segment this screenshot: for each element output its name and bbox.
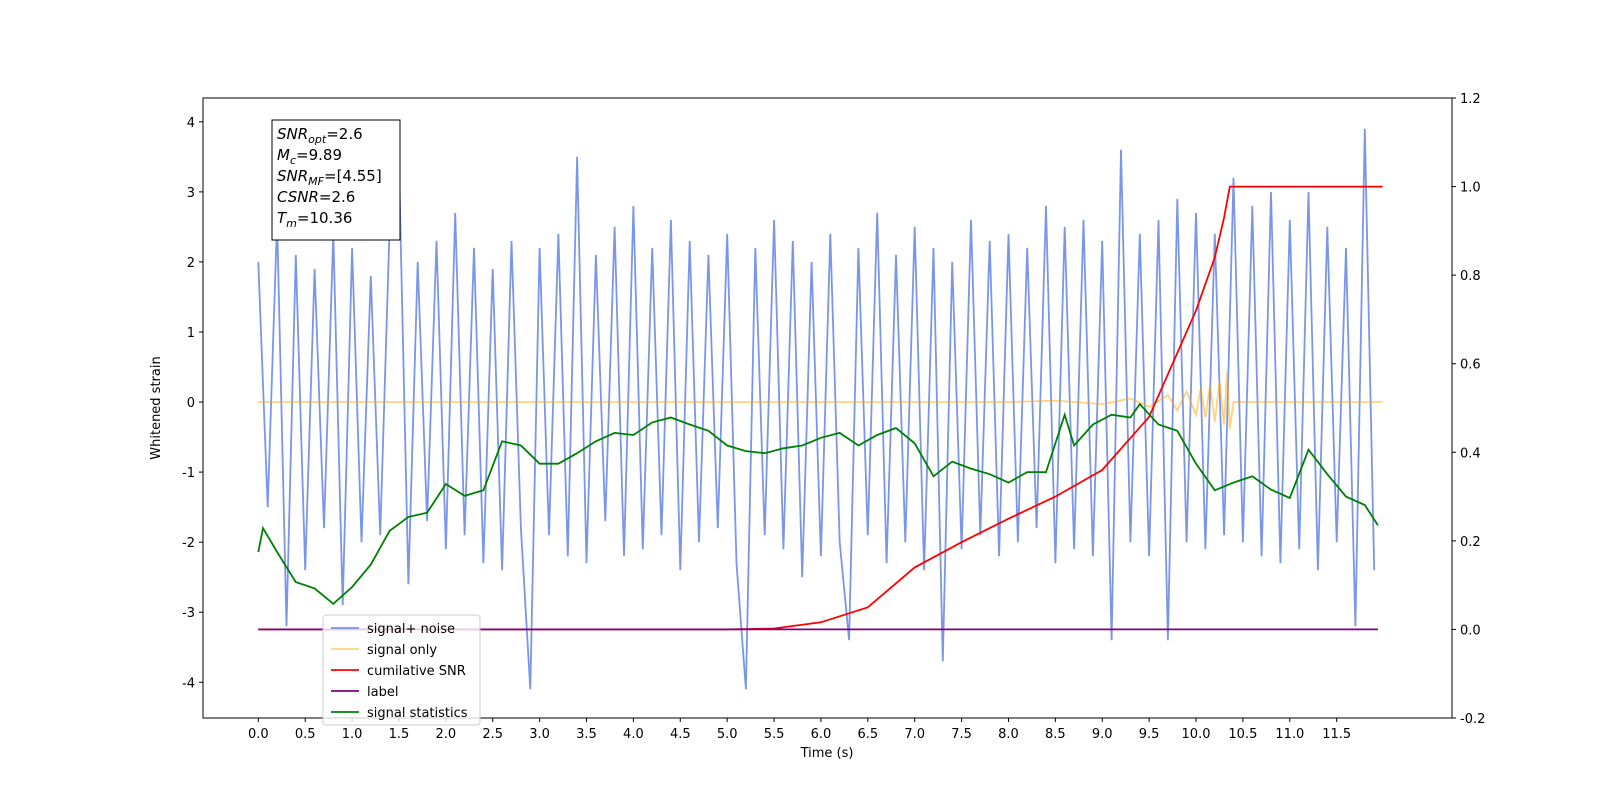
legend-label: signal statistics — [367, 706, 468, 721]
legend-box — [322, 614, 481, 726]
y2-tick-label: -0.2 — [1460, 712, 1485, 727]
annotation-line: SNRopt=2.6 — [277, 125, 363, 146]
x-tick-label: 6.5 — [857, 727, 878, 742]
series-line — [258, 185, 1383, 631]
annotation-line: Mc=9.89 — [277, 146, 342, 167]
annotation-symbol: CSNR — [277, 188, 319, 206]
annotation-subscript: opt — [308, 133, 327, 146]
y2-tick-label: 0.0 — [1460, 623, 1481, 638]
y2-tick-label: 1.2 — [1460, 92, 1481, 107]
x-tick-label: 3.0 — [529, 727, 550, 742]
x-axis-label: Time (s) — [800, 746, 854, 761]
legend-label: label — [367, 685, 398, 700]
annotation-subscript: c — [290, 154, 296, 167]
x-tick-label: 1.0 — [342, 727, 363, 742]
y2-tick-label: 0.4 — [1460, 446, 1481, 461]
axes-frame — [202, 97, 1453, 719]
x-tick-label: 10.5 — [1228, 727, 1257, 742]
annotation-box — [271, 119, 401, 241]
x-tick-label: 6.0 — [811, 727, 832, 742]
y-tick-label: 1 — [187, 326, 195, 341]
y-tick-label: 2 — [187, 256, 195, 271]
series-line — [257, 128, 1376, 690]
annotation-value: =[4.55] — [324, 167, 382, 185]
y-tick-label: -2 — [182, 536, 195, 551]
y2-tick-label: 0.2 — [1460, 535, 1481, 550]
annotation-symbol: SNR — [277, 125, 308, 143]
x-tick-label: 8.5 — [1045, 727, 1066, 742]
x-tick-label: 10.0 — [1182, 727, 1211, 742]
x-tick-label: 11.0 — [1275, 727, 1304, 742]
series-line — [258, 372, 1383, 429]
x-tick-label: 7.0 — [904, 727, 925, 742]
annotation-value: =10.36 — [297, 209, 353, 227]
x-tick-label: 1.5 — [389, 727, 410, 742]
x-tick-label: 7.5 — [951, 727, 972, 742]
x-tick-label: 5.5 — [764, 727, 785, 742]
y2-tick-label: 0.8 — [1460, 269, 1481, 284]
y2-tick-label: 0.6 — [1460, 358, 1481, 373]
y-axis-label: Whitened strain — [149, 356, 164, 459]
annotation-line: Tm=10.36 — [277, 209, 352, 230]
annotation-subscript: m — [286, 217, 297, 230]
x-tick-label: 4.5 — [670, 727, 691, 742]
y-tick-label: -1 — [182, 466, 195, 481]
x-tick-label: 11.5 — [1322, 727, 1351, 742]
y-tick-label: -3 — [182, 606, 195, 621]
legend-label: signal only — [367, 643, 437, 658]
annotation-value: =9.89 — [296, 146, 342, 164]
y-tick-label: 4 — [187, 116, 195, 131]
x-tick-label: 4.0 — [623, 727, 644, 742]
series-line — [257, 402, 1379, 605]
x-tick-label: 0.0 — [248, 727, 269, 742]
legend-label: cumilative SNR — [367, 664, 466, 679]
annotation-symbol: M — [277, 146, 290, 164]
annotation-line: CSNR=2.6 — [277, 188, 355, 206]
annotation-value: =2.6 — [319, 188, 355, 206]
x-tick-label: 2.5 — [482, 727, 503, 742]
x-tick-label: 0.5 — [295, 727, 316, 742]
x-tick-label: 3.5 — [576, 727, 597, 742]
annotation-value: =2.6 — [326, 125, 362, 143]
y2-tick-label: 1.0 — [1460, 181, 1481, 196]
y-tick-label: 0 — [187, 396, 195, 411]
y-tick-label: -4 — [182, 676, 195, 691]
legend-label: signal+ noise — [367, 622, 455, 637]
x-tick-label: 2.0 — [436, 727, 457, 742]
annotation-symbol: SNR — [277, 167, 308, 185]
annotation-line: SNRMF=[4.55] — [277, 167, 382, 188]
y-tick-label: 3 — [187, 186, 195, 201]
annotation-symbol: T — [277, 209, 288, 227]
x-tick-label: 5.0 — [717, 727, 738, 742]
annotation-subscript: MF — [308, 175, 324, 188]
x-tick-label: 8.0 — [998, 727, 1019, 742]
x-tick-label: 9.5 — [1139, 727, 1160, 742]
x-tick-label: 9.0 — [1092, 727, 1113, 742]
series-layer — [257, 128, 1383, 690]
